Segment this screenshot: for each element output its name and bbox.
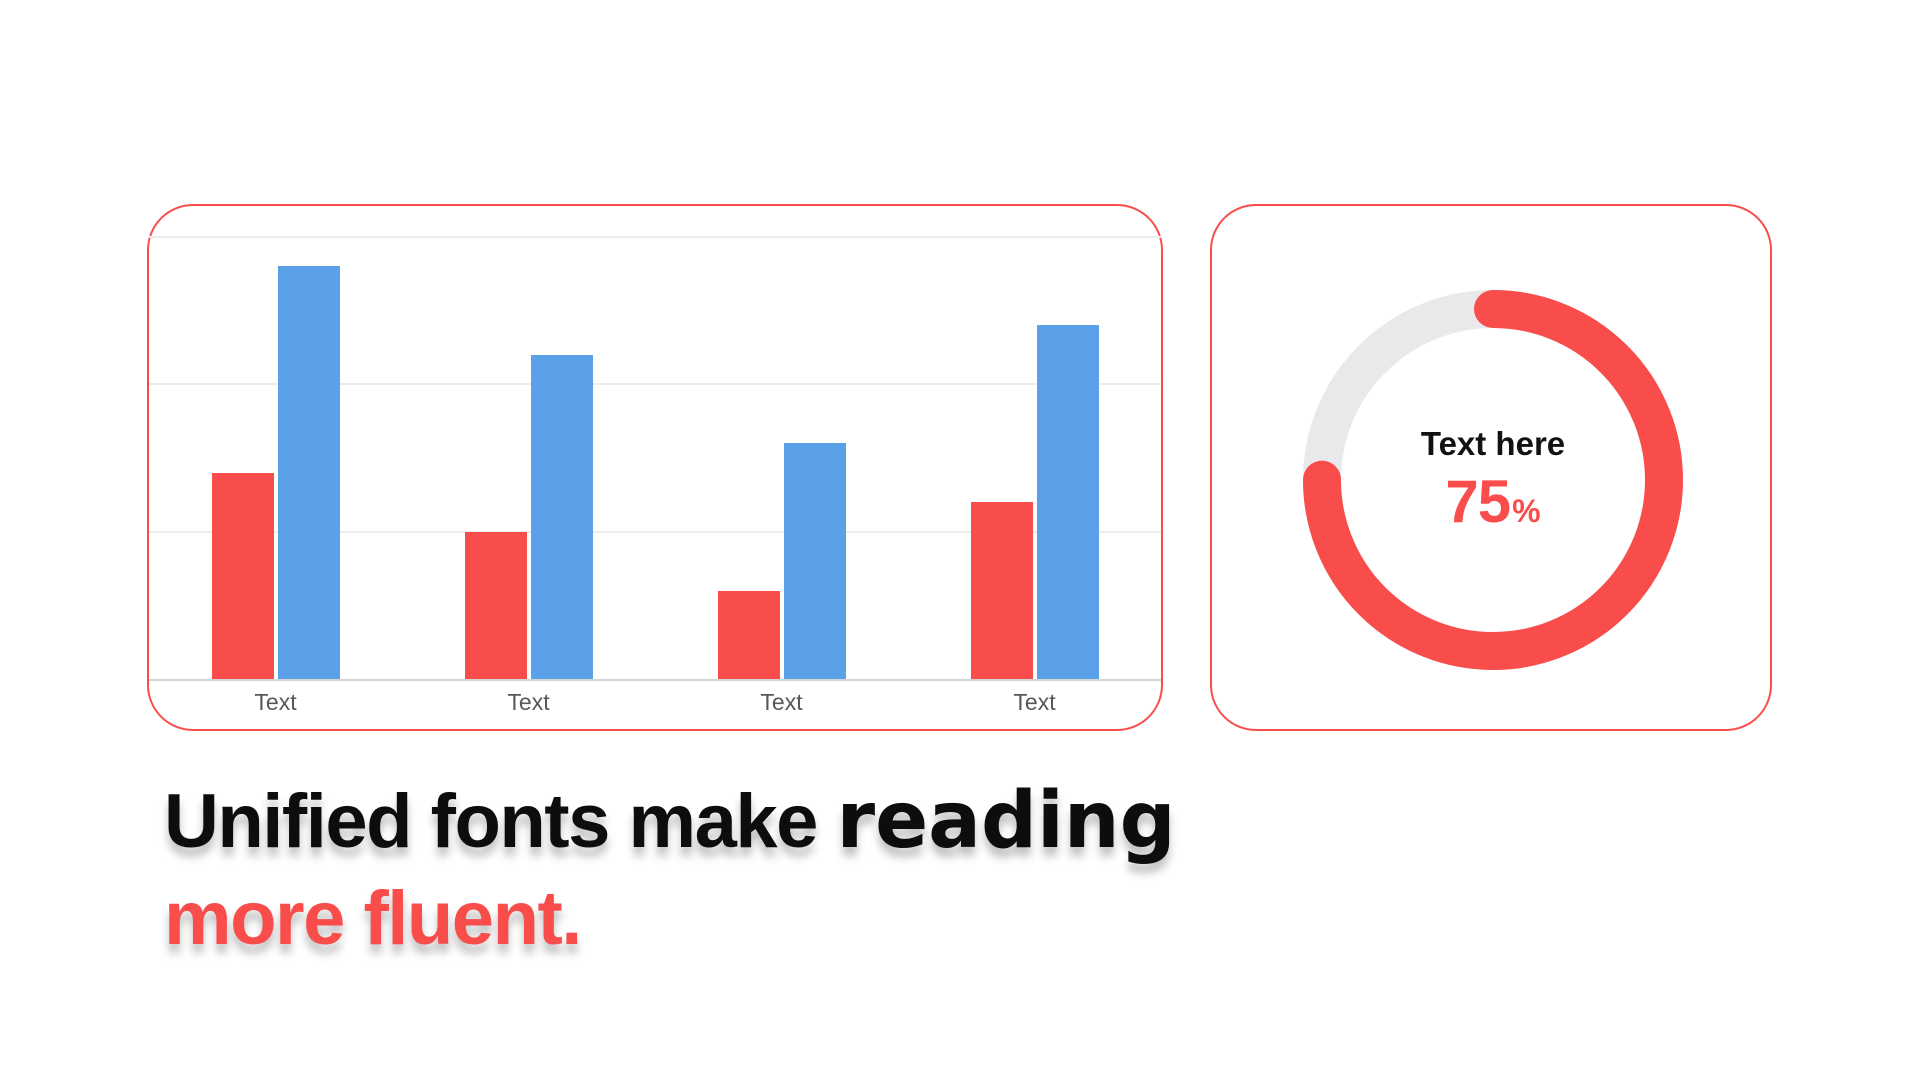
donut-value-row: 75 % (1445, 467, 1540, 536)
red-bar (464, 531, 527, 679)
gridline (149, 530, 1161, 533)
headline: Unified fonts make reading more fluent. (164, 772, 1176, 967)
x-axis-label: Text (1013, 689, 1056, 715)
headline-line2-text: more fluent. (164, 876, 582, 961)
bar-group (149, 237, 402, 679)
gridline (149, 383, 1161, 386)
blue-bar (530, 354, 593, 679)
blue-bar (277, 266, 340, 679)
red-bar (717, 590, 780, 679)
x-axis-label: Text (760, 689, 803, 715)
x-axis-label: Text (507, 689, 550, 715)
red-bar (211, 472, 274, 679)
blue-bar (1036, 325, 1099, 679)
x-axis-labels: Text Text Text Text (149, 689, 1161, 716)
headline-line1: Unified fonts make reading (164, 772, 1176, 870)
bar-groups (149, 237, 1161, 679)
gridline (149, 236, 1161, 238)
bar-chart-card: Text Text Text Text (147, 204, 1163, 731)
donut-label: Text here (1420, 424, 1566, 462)
donut-chart-card: Text here 75 % (1210, 204, 1772, 731)
blue-bar (783, 443, 846, 679)
donut-gauge: Text here 75 % (1303, 290, 1683, 670)
headline-line2: more fluent. (164, 870, 1176, 967)
donut-value: 75 (1445, 467, 1511, 535)
donut-svg (1303, 290, 1683, 670)
red-bar (970, 502, 1033, 679)
bar-group (655, 237, 908, 679)
bar-group (402, 237, 655, 679)
headline-line1-condensed-text: Unified fonts make (164, 779, 837, 864)
x-axis-label: Text (254, 689, 297, 715)
bar-group (908, 237, 1161, 679)
headline-line1-wide-text: reading (836, 775, 1176, 866)
donut-progress-arc (1303, 290, 1683, 670)
donut-center-text: Text here 75 % (1303, 290, 1683, 670)
bar-plot (149, 236, 1161, 681)
donut-unit: % (1512, 492, 1541, 529)
